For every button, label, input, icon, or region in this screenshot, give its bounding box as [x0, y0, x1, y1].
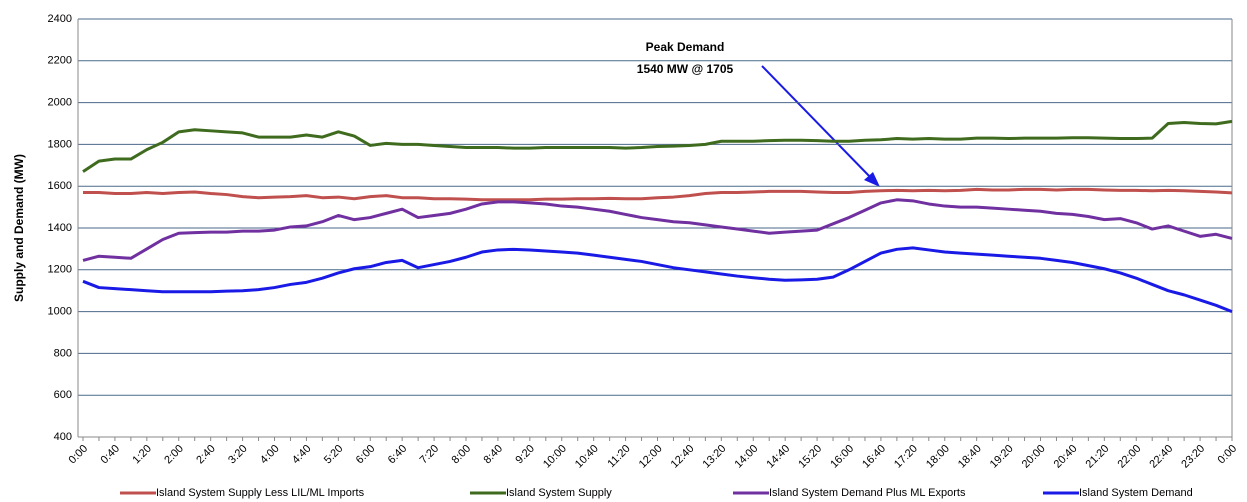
x-tick-label: 2:40: [194, 443, 218, 467]
x-tick-label: 20:00: [1020, 443, 1048, 471]
arrow-head: [864, 172, 880, 187]
x-tick-label: 4:00: [258, 443, 282, 467]
series-line: [83, 187, 1233, 202]
y-tick-label: 2000: [48, 97, 72, 109]
x-tick-label: 22:40: [1147, 443, 1175, 471]
x-tick-label: 10:40: [573, 443, 601, 471]
x-tick-label: 23:20: [1179, 443, 1207, 471]
x-tick-label: 4:40: [290, 443, 314, 467]
legend-label: Island System Supply: [506, 487, 612, 499]
x-tick-label: 16:00: [828, 443, 856, 471]
y-tick-label: 1000: [48, 306, 72, 318]
annotation: Peak Demand: [646, 40, 725, 54]
x-tick-label: 5:20: [322, 443, 346, 467]
y-tick-label: 600: [54, 389, 72, 401]
x-tick-label: 8:00: [450, 443, 474, 467]
series-line: [82, 119, 1233, 173]
legend-label: Island System Supply Less LIL/ML Imports: [156, 487, 365, 499]
x-tick-label: 13:20: [701, 443, 729, 471]
x-tick-label: 6:00: [354, 443, 378, 467]
x-tick-label: 16:40: [860, 443, 888, 471]
x-tick-label: 22:00: [1115, 443, 1143, 471]
y-tick-label: 1800: [48, 138, 72, 150]
series-line: [82, 198, 1233, 262]
x-tick-label: 12:40: [669, 443, 697, 471]
legend-label: Island System Demand: [1079, 487, 1193, 499]
x-tick-label: 10:00: [541, 443, 569, 471]
x-tick-label: 6:40: [386, 443, 410, 467]
y-tick-label: 1400: [48, 222, 72, 234]
x-tick-label: 0:00: [1216, 443, 1240, 467]
y-tick-label: 800: [54, 347, 72, 359]
x-tick-label: 20:40: [1052, 443, 1080, 471]
x-tick-label: 18:40: [956, 443, 984, 471]
y-axis-title: Supply and Demand (MW): [12, 154, 26, 302]
x-tick-label: 7:20: [418, 443, 442, 467]
x-tick-label: 21:20: [1084, 443, 1112, 471]
x-tick-label: 11:20: [605, 443, 632, 470]
x-tick-label: 9:20: [513, 443, 537, 467]
x-tick-label: 19:20: [988, 443, 1016, 471]
x-tick-label: 15:20: [796, 443, 824, 471]
x-tick-label: 14:40: [764, 443, 792, 471]
y-tick-label: 1600: [48, 180, 72, 192]
x-tick-label: 3:20: [226, 443, 250, 467]
x-tick-label: 0:40: [98, 443, 122, 467]
y-tick-label: 1200: [48, 264, 72, 276]
annotation-arrow: [761, 65, 875, 182]
x-tick-label: 14:00: [732, 443, 760, 471]
annotation: 1540 MW @ 1705: [637, 62, 734, 76]
legend-label: Island System Demand Plus ML Exports: [769, 487, 966, 499]
x-tick-label: 18:00: [924, 443, 952, 471]
x-tick-label: 12:00: [637, 443, 665, 471]
y-tick-label: 2400: [48, 13, 72, 25]
x-tick-label: 8:40: [481, 443, 505, 467]
x-tick-label: 1:20: [130, 443, 154, 467]
x-tick-label: 2:00: [162, 443, 186, 467]
x-tick-label: 17:20: [892, 443, 920, 471]
x-tick-label: 0:00: [67, 443, 91, 467]
y-tick-label: 2200: [48, 55, 72, 67]
series-line: [82, 246, 1233, 313]
y-tick-label: 400: [54, 431, 72, 443]
